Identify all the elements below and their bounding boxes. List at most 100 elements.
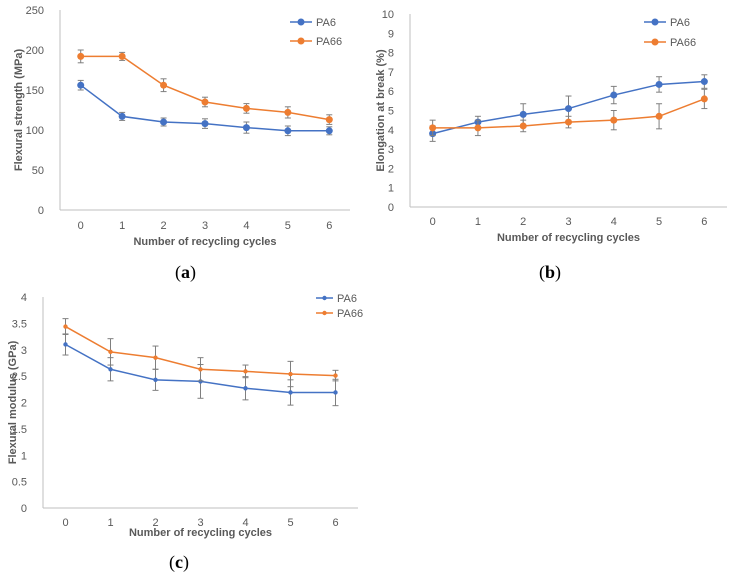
data-point-pa66: [118, 52, 126, 60]
y-tick-label: 1: [21, 450, 27, 462]
data-point-pa66: [610, 116, 618, 124]
y-tick-label: 2: [388, 163, 394, 175]
data-point-pa6: [284, 127, 292, 135]
chart-a: 0 50 100 150 200 250 0 1 2 3 4 5 6 Number of recyclin…: [13, 5, 350, 248]
data-point-pa6: [77, 81, 85, 89]
data-point-pa66: [284, 108, 292, 116]
y-axis-title: Flexural modulus (GPa): [7, 340, 19, 464]
x-tick-label: 1: [475, 216, 481, 228]
data-point-pa6: [333, 390, 338, 395]
caption-c: (c): [169, 552, 189, 572]
data-point-pa66: [242, 104, 250, 112]
y-tick-label: 50: [32, 165, 44, 177]
data-point-pa6: [519, 110, 527, 118]
data-point-pa6: [63, 342, 68, 347]
data-point-pa66: [565, 118, 572, 126]
y-tick-label: 4: [388, 125, 394, 137]
y-tick-label: 10: [382, 9, 394, 21]
legend-label-pa66: PA66: [337, 308, 363, 320]
data-point-pa66: [160, 81, 168, 89]
legend-marker-pa66: [297, 37, 305, 45]
data-point-pa66: [77, 52, 85, 60]
data-point-pa6: [243, 386, 248, 391]
data-point-pa6: [565, 105, 572, 113]
legend-label-pa6: PA6: [337, 293, 357, 305]
x-tick-label: 6: [332, 517, 338, 529]
x-tick-label: 2: [520, 216, 526, 228]
x-tick-label: 2: [161, 220, 167, 232]
x-tick-label: 6: [326, 220, 332, 232]
x-axis-title: Number of recycling cycles: [497, 232, 640, 244]
y-tick-label: 0: [38, 205, 44, 217]
data-point-pa66: [153, 355, 158, 360]
data-point-pa6: [700, 78, 708, 86]
legend-marker-pa66: [651, 38, 659, 46]
x-tick-label: 5: [656, 216, 662, 228]
y-tick-label: 3: [388, 144, 394, 156]
caption-a: (a): [175, 262, 196, 282]
y-tick-label: 9: [388, 28, 394, 40]
y-tick-label: 250: [26, 5, 44, 17]
x-axis-title: Number of recycling cycles: [129, 527, 272, 539]
x-tick-label: 2: [152, 517, 158, 529]
y-tick-label: 3: [21, 345, 27, 357]
x-tick-label: 1: [107, 517, 113, 529]
data-point-pa66: [429, 124, 437, 132]
data-point-pa66: [700, 95, 708, 103]
data-point-pa66: [108, 349, 113, 355]
x-tick-label: 1: [119, 220, 125, 232]
x-axis-title: Number of recycling cycles: [133, 236, 276, 248]
x-tick-label: 6: [701, 216, 707, 228]
y-tick-label: 0: [388, 202, 394, 214]
data-point-pa6: [242, 124, 250, 132]
y-tick-label: 0: [21, 503, 27, 515]
data-point-pa66: [198, 367, 203, 372]
chart-panel-b: 0 1 2 3 4 5 6 7 8 9 10 0 1 2 3 4 5 6 Number of recycling c…: [372, 0, 743, 290]
y-tick-label: 5: [388, 106, 394, 118]
legend-marker-pa6: [651, 18, 659, 26]
x-tick-label: 3: [565, 216, 571, 228]
data-point-pa6: [288, 390, 293, 395]
chart-panel-a: 0 50 100 150 200 250 0 1 2 3 4 5 6 Number of recyclin…: [0, 0, 372, 290]
x-tick-label: 0: [62, 517, 68, 529]
y-tick-label: 200: [26, 45, 44, 57]
x-tick-label: 0: [430, 216, 436, 228]
y-tick-label: 4: [21, 292, 27, 304]
legend-label-pa6: PA6: [316, 17, 336, 29]
caption-b: (b): [539, 262, 562, 282]
data-point-pa6: [655, 80, 663, 88]
y-tick-label: 100: [26, 125, 44, 137]
series-line-pa66: [80, 55, 330, 121]
y-tick-label: 150: [26, 85, 44, 97]
data-point-pa6: [108, 367, 113, 372]
y-tick-label: 3.5: [12, 318, 27, 330]
data-point-pa66: [655, 112, 663, 120]
data-point-pa66: [519, 122, 527, 130]
data-point-pa6: [610, 91, 618, 99]
x-tick-label: 5: [287, 517, 293, 529]
x-tick-label: 4: [243, 220, 249, 232]
legend-marker-pa6: [322, 295, 327, 301]
data-point-pa6: [201, 120, 209, 128]
legend-label-pa66: PA66: [670, 37, 696, 49]
legend-marker-pa66: [322, 310, 327, 316]
y-tick-label: 7: [388, 67, 394, 79]
y-tick-label: 6: [388, 86, 394, 98]
legend-label-pa66: PA66: [316, 36, 342, 48]
data-point-pa66: [63, 324, 68, 329]
y-tick-label: 8: [388, 48, 394, 60]
data-point-pa66: [201, 98, 209, 106]
legend-label-pa6: PA6: [670, 17, 690, 29]
y-tick-label: 1: [388, 183, 394, 195]
x-tick-label: 4: [242, 517, 248, 529]
y-axis-title: Elongation at break (%): [375, 49, 387, 172]
x-tick-label: 5: [285, 220, 291, 232]
chart-c: 0 0.5 1 1.5 2 2.5 3 3.5 4 0 1 2 3 4 5 6 Number of recycl…: [7, 292, 363, 539]
data-point-pa6: [160, 118, 168, 126]
data-point-pa66: [474, 124, 482, 132]
chart-b: 0 1 2 3 4 5 6 7 8 9 10 0 1 2 3 4 5 6 Number of recycling c…: [375, 9, 727, 244]
chart-panel-c: 0 0.5 1 1.5 2 2.5 3 3.5 4 0 1 2 3 4 5 6 Number of recycl…: [0, 290, 372, 579]
legend-marker-pa6: [297, 18, 305, 26]
data-point-pa6: [325, 127, 333, 135]
y-tick-label: 0.5: [12, 477, 27, 489]
